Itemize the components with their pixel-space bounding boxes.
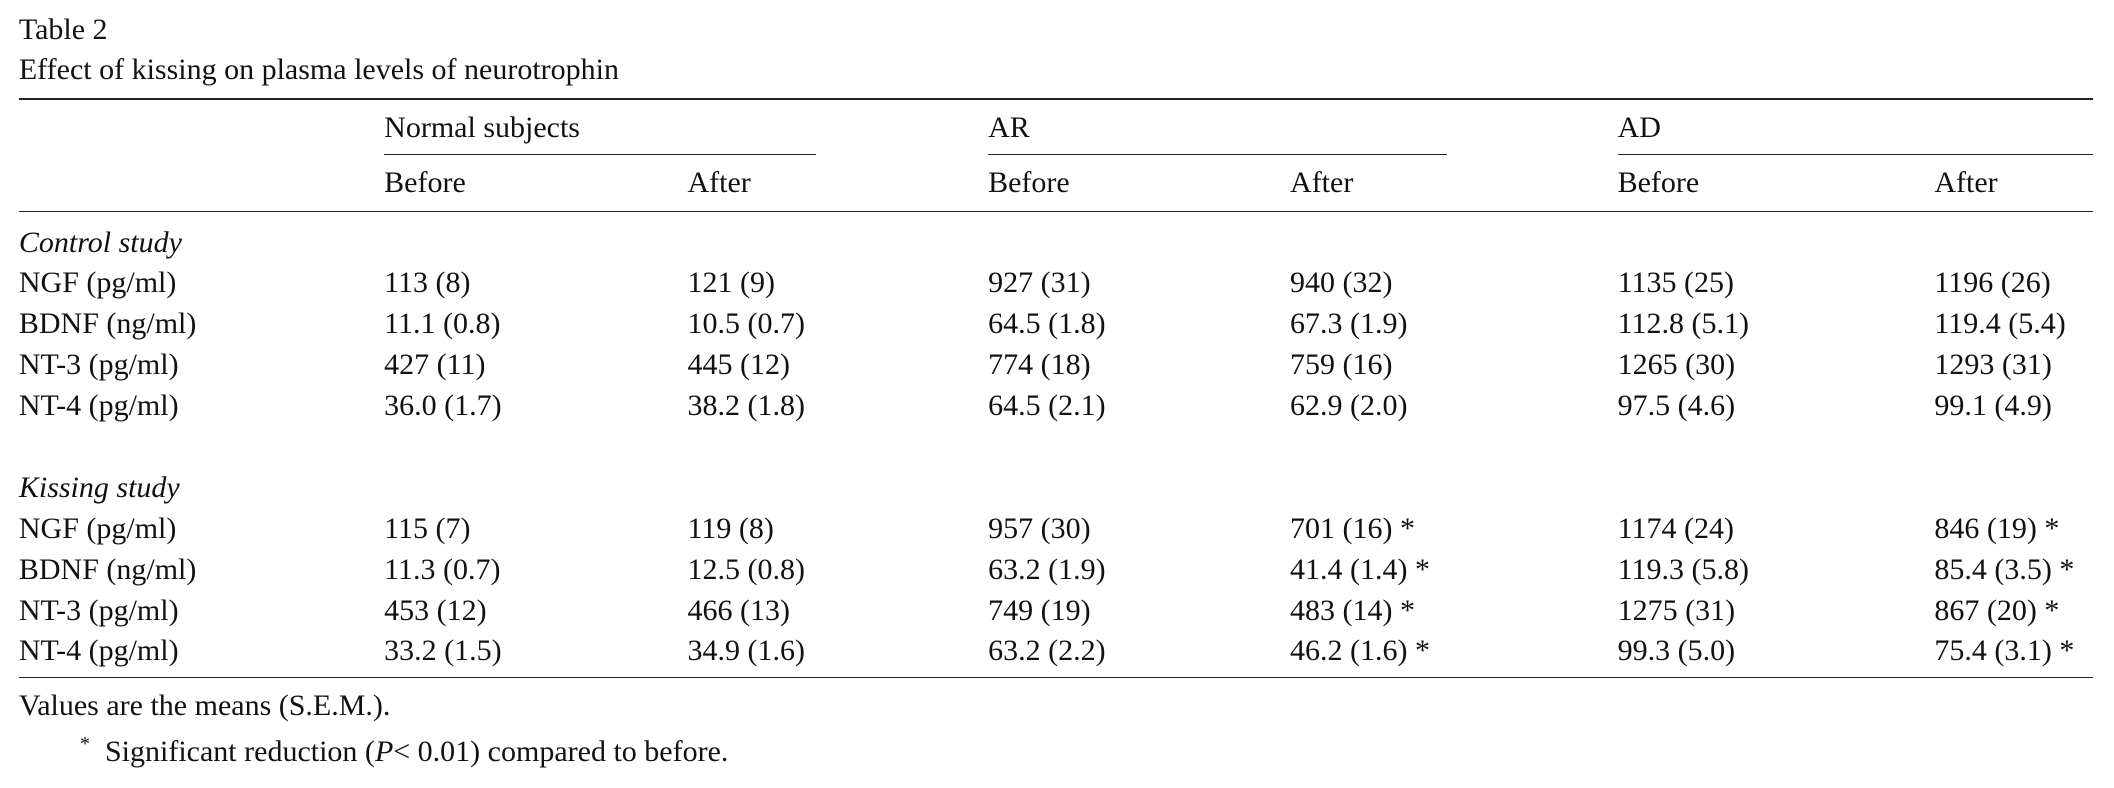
cell: 115 (7) xyxy=(384,511,471,545)
footnote-italic: P xyxy=(374,735,394,768)
table-caption: Effect of kissing on plasma levels of ne… xyxy=(18,53,620,87)
footnote: Values are the means (S.E.M.). xyxy=(18,689,391,723)
cell: 1196 (26) xyxy=(1934,266,2051,300)
column-header: Before xyxy=(1617,166,1700,200)
group-underline xyxy=(1618,154,2093,155)
row-label: BDNF (ng/ml) xyxy=(18,552,197,586)
cell: 427 (11) xyxy=(384,348,486,382)
group-header: Normal subjects xyxy=(384,111,580,145)
cell: 33.2 (1.5) xyxy=(384,634,502,668)
cell: 749 (19) xyxy=(988,593,1091,627)
cell: 1135 (25) xyxy=(1617,266,1734,300)
footnote-text: Significant reduction ( xyxy=(105,735,375,768)
column-header: Before xyxy=(988,166,1070,200)
column-header: After xyxy=(687,166,751,200)
footnote-marker: * xyxy=(80,733,90,755)
cell: 63.2 (2.2) xyxy=(988,634,1106,668)
cell: 34.9 (1.6) xyxy=(687,634,805,668)
cell: 112.8 (5.1) xyxy=(1617,307,1749,341)
cell: 64.5 (1.8) xyxy=(988,307,1106,341)
cell: 1265 (30) xyxy=(1617,348,1736,382)
cell: 10.5 (0.7) xyxy=(687,307,805,341)
cell: 453 (12) xyxy=(384,593,487,627)
group-header: AD xyxy=(1617,111,1661,145)
row-label: NT-3 (pg/ml) xyxy=(18,348,179,382)
cell: 85.4 (3.5) * xyxy=(1934,552,2075,586)
cell: 957 (30) xyxy=(988,511,1091,545)
cell: 774 (18) xyxy=(988,348,1091,382)
column-header: After xyxy=(1290,166,1354,200)
group-underline xyxy=(384,154,816,155)
cell: 12.5 (0.8) xyxy=(687,552,805,586)
cell: 36.0 (1.7) xyxy=(384,389,502,423)
cell: 75.4 (3.1) * xyxy=(1934,634,2075,668)
cell: 483 (14) * xyxy=(1290,593,1416,627)
row-label: NT-4 (pg/ml) xyxy=(18,634,179,668)
cell: 846 (19) * xyxy=(1934,511,2060,545)
cell: 63.2 (1.9) xyxy=(988,552,1106,586)
cell: 1275 (31) xyxy=(1617,593,1736,627)
bottom-rule xyxy=(19,677,2093,678)
cell: 67.3 (1.9) xyxy=(1290,307,1408,341)
footnote-text: < 0.01) compared to before. xyxy=(393,735,729,768)
section-label: Kissing study xyxy=(18,470,180,504)
cell: 41.4 (1.4) * xyxy=(1290,552,1431,586)
cell: 927 (31) xyxy=(988,266,1091,300)
cell: 99.1 (4.9) xyxy=(1934,389,2052,423)
table-title: Table 2 xyxy=(18,12,108,46)
cell: 62.9 (2.0) xyxy=(1290,389,1408,423)
row-label: NT-3 (pg/ml) xyxy=(18,593,179,627)
cell: 121 (9) xyxy=(687,266,775,300)
cell: 701 (16) * xyxy=(1290,511,1416,545)
footnote: * Significant reduction (P< 0.01) compar… xyxy=(80,727,728,769)
cell: 445 (12) xyxy=(687,348,790,382)
row-label: NGF (pg/ml) xyxy=(18,511,177,545)
column-header: Before xyxy=(384,166,466,200)
cell: 1174 (24) xyxy=(1617,511,1734,545)
cell: 46.2 (1.6) * xyxy=(1290,634,1431,668)
cell: 940 (32) xyxy=(1290,266,1393,300)
row-label: BDNF (ng/ml) xyxy=(18,307,197,341)
cell: 759 (16) xyxy=(1290,348,1393,382)
cell: 119 (8) xyxy=(687,511,774,545)
header-rule xyxy=(19,211,2093,212)
cell: 113 (8) xyxy=(384,266,471,300)
cell: 119.4 (5.4) xyxy=(1934,307,2066,341)
section-label: Control study xyxy=(18,225,182,259)
cell: 99.3 (5.0) xyxy=(1617,634,1736,668)
cell: 867 (20) * xyxy=(1934,593,2060,627)
group-underline xyxy=(988,154,1447,155)
cell: 97.5 (4.6) xyxy=(1617,389,1736,423)
cell: 119.3 (5.8) xyxy=(1617,552,1749,586)
cell: 11.1 (0.8) xyxy=(384,307,501,341)
row-label: NT-4 (pg/ml) xyxy=(18,389,179,423)
cell: 38.2 (1.8) xyxy=(687,389,805,423)
cell: 11.3 (0.7) xyxy=(384,552,501,586)
cell: 466 (13) xyxy=(687,593,790,627)
cell: 64.5 (2.1) xyxy=(988,389,1106,423)
row-label: NGF (pg/ml) xyxy=(18,266,177,300)
top-rule xyxy=(19,98,2093,100)
column-header: After xyxy=(1934,166,1998,200)
cell: 1293 (31) xyxy=(1934,348,2052,382)
group-header: AR xyxy=(988,111,1030,145)
